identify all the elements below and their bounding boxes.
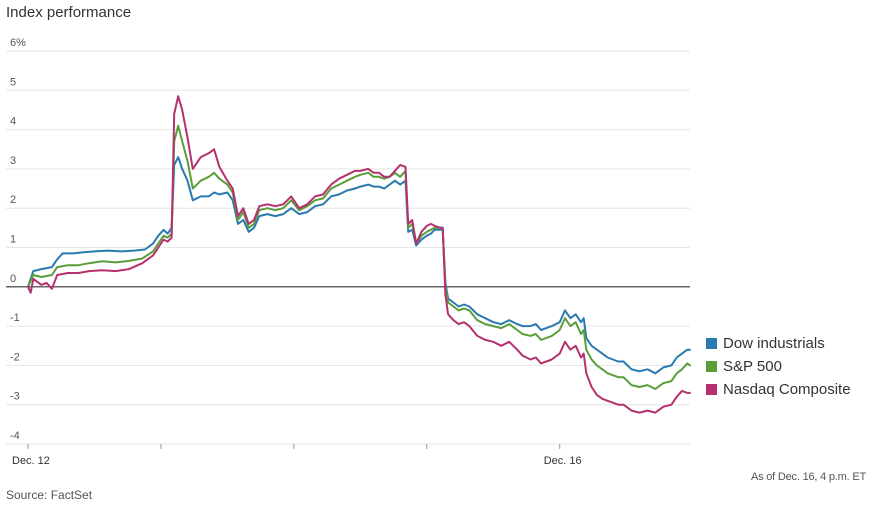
y-tick-label: -1 (10, 312, 20, 324)
y-tick-label: 6% (10, 37, 26, 49)
x-tick-label: Dec. 12 (12, 455, 50, 467)
series-line-nasdaq (27, 95, 691, 414)
chart-legend: Dow industrials S&P 500 Nasdaq Composite (706, 332, 851, 401)
legend-item-dow: Dow industrials (706, 332, 851, 355)
as-of-note: As of Dec. 16, 4 p.m. ET (750, 471, 866, 483)
y-tick-label: 4 (10, 116, 16, 128)
legend-label-dow: Dow industrials (723, 335, 825, 352)
legend-label-nasdaq: Nasdaq Composite (723, 381, 851, 398)
y-tick-label: 3 (10, 155, 16, 167)
x-tick-label: Dec. 16 (544, 455, 582, 467)
legend-swatch-dow (706, 338, 717, 349)
y-tick-label: 2 (10, 194, 16, 206)
legend-label-sp500: S&P 500 (723, 358, 782, 375)
chart-title: Index performance (6, 4, 132, 21)
source-note: Source: FactSet (6, 488, 93, 502)
y-tick-label: 0 (10, 273, 16, 285)
series-line-dow (27, 156, 691, 375)
y-tick-label: -3 (10, 391, 20, 403)
y-tick-label: -2 (10, 351, 20, 363)
y-tick-label: -4 (10, 430, 20, 442)
y-tick-label: 5 (10, 76, 16, 88)
legend-item-nasdaq: Nasdaq Composite (706, 378, 851, 401)
legend-item-sp500: S&P 500 (706, 355, 851, 378)
series-line-sp500 (27, 124, 691, 390)
y-tick-label: 1 (10, 234, 16, 246)
legend-swatch-sp500 (706, 361, 717, 372)
legend-swatch-nasdaq (706, 384, 717, 395)
